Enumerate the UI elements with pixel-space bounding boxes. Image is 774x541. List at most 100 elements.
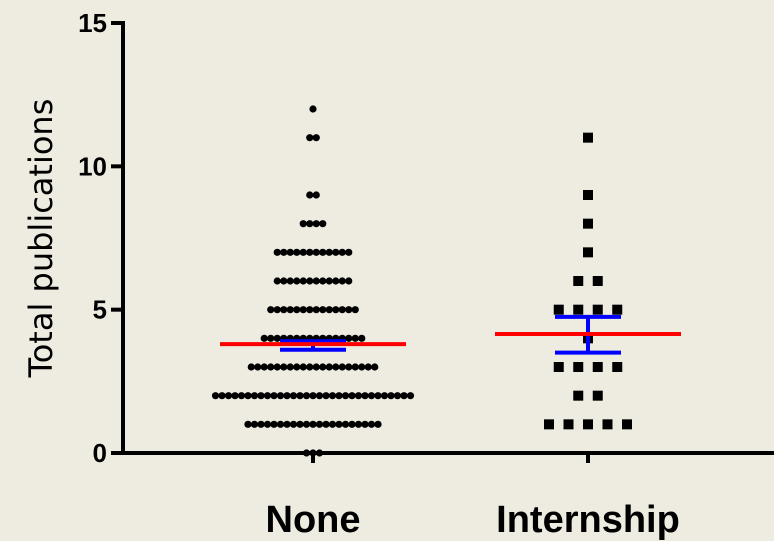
data-point [299,306,307,314]
data-point [374,420,382,428]
y-ticks: 0 5 10 15 [78,8,123,468]
points-layer [211,105,632,457]
data-point [361,420,369,428]
data-point [293,248,301,256]
data-point [270,392,278,400]
data-point [309,420,317,428]
data-point [250,420,259,428]
data-point [583,419,593,430]
data-point [400,392,408,400]
data-point [573,390,584,401]
data-point [276,392,285,400]
data-point [338,277,346,285]
data-point [573,304,584,315]
data-point [358,363,366,371]
data-point [244,420,252,428]
data-point [312,134,320,142]
data-point [335,392,343,400]
data-point [273,277,281,285]
data-point [332,248,340,256]
data-point [306,363,314,371]
y-axis-title: Total publications [22,99,60,379]
data-point [231,392,239,400]
data-point [322,420,330,428]
stats-layer [220,314,681,355]
data-point [358,334,366,342]
x-categories: None Internship [266,453,680,541]
data-point [393,392,402,400]
data-point [322,392,330,400]
data-point [573,362,584,372]
data-point [306,191,314,199]
data-point [563,419,574,430]
data-point [315,420,324,428]
data-point [553,304,564,315]
data-point [312,363,320,371]
data-point [328,392,337,400]
data-point [332,363,340,371]
x-category-label: None [266,499,361,541]
data-point [325,248,333,256]
data-point [592,304,603,315]
data-point [367,420,376,428]
data-point [302,420,311,428]
data-point [374,392,382,400]
data-point [306,277,314,285]
data-point [263,420,272,428]
axes-layer [121,21,774,455]
data-point [218,392,226,400]
data-point [592,362,603,372]
data-point [224,392,233,400]
data-point [299,248,307,256]
data-point [312,277,320,285]
data-point [247,363,255,371]
y-tick-label: 10 [78,151,107,181]
data-point [312,306,320,314]
data-point [289,420,298,428]
data-point [283,420,291,428]
data-point [325,277,333,285]
data-point [319,363,327,371]
data-point [332,306,340,314]
data-point [306,306,314,314]
data-point [338,363,346,371]
data-point [280,363,288,371]
data-point [338,248,346,256]
data-point [211,392,220,400]
data-point [592,276,603,286]
data-point [312,191,320,199]
data-point [296,392,304,400]
data-point [335,420,343,428]
data-point [270,420,278,428]
data-point [312,220,320,228]
data-point [257,420,265,428]
data-point [341,392,350,400]
y-tick-label: 0 [93,438,107,468]
data-point [380,392,389,400]
data-point [345,277,353,285]
data-point [254,363,262,371]
data-point [267,363,275,371]
data-point [263,392,272,400]
data-point [612,304,623,315]
x-category-label: Internship [496,499,680,541]
data-point [273,334,281,342]
data-point [354,420,363,428]
data-point [583,190,593,200]
data-point [315,392,324,400]
data-point [345,306,353,314]
data-point [592,390,603,401]
data-point [361,392,369,400]
data-point [293,306,301,314]
data-point [286,277,294,285]
data-point [583,132,593,143]
data-point [286,248,294,256]
data-point [286,306,294,314]
data-point [299,220,307,228]
data-point [341,420,350,428]
data-point [237,392,246,400]
data-point [244,392,252,400]
data-point [280,248,288,256]
data-point [250,392,259,400]
data-point [289,392,298,400]
